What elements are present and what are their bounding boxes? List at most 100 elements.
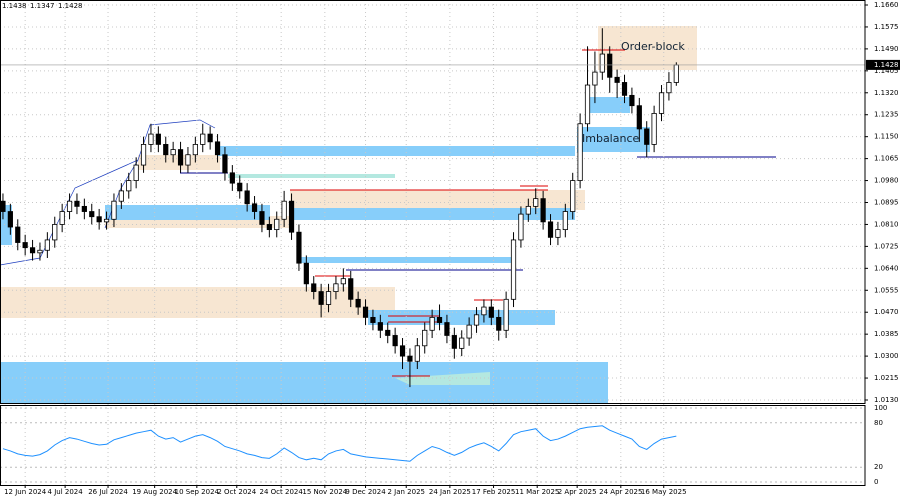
candle-body xyxy=(644,128,650,145)
candle-body xyxy=(296,231,302,264)
candle-body xyxy=(155,133,161,145)
candle-body xyxy=(207,133,213,143)
candle-body xyxy=(422,329,428,347)
candle-body xyxy=(288,200,295,233)
order-block-zone xyxy=(598,26,697,70)
candle-body xyxy=(140,144,147,166)
zone xyxy=(218,146,575,156)
x-tick-label: 24 Jan 2025 xyxy=(429,488,471,496)
candle-body xyxy=(15,226,21,243)
candle-body xyxy=(621,82,628,96)
x-tick-label: 2 Apr 2025 xyxy=(558,488,597,496)
zigzag-line xyxy=(104,159,139,229)
candle-body xyxy=(673,64,679,83)
price-label-box xyxy=(866,59,900,70)
candle-body xyxy=(540,198,546,223)
candle-body xyxy=(488,306,494,318)
candle-body xyxy=(163,144,169,156)
candle-body xyxy=(229,172,235,184)
candle-body xyxy=(259,211,265,225)
indicator-frame xyxy=(0,405,866,486)
y-tick-label: 1.0980 xyxy=(874,177,899,185)
candle-body xyxy=(496,316,502,331)
candle-body xyxy=(266,224,272,231)
zone xyxy=(0,362,608,403)
candle-body xyxy=(348,278,354,300)
candle-body xyxy=(170,149,176,156)
candle-body xyxy=(377,322,383,331)
candle-body xyxy=(303,262,309,285)
x-tick-label: 10 Sep 2024 xyxy=(175,488,220,496)
candle-body xyxy=(333,283,339,292)
x-tick-label: 2 Jan 2025 xyxy=(387,488,425,496)
y-tick-label: 1.1405 xyxy=(874,67,899,75)
y-tick-label: 1.1660 xyxy=(874,1,899,9)
candle-body xyxy=(614,76,620,83)
zone xyxy=(290,190,585,210)
candle-body xyxy=(592,71,598,86)
y-tick-label: 1.1575 xyxy=(874,23,899,31)
candle-body xyxy=(407,355,413,362)
candle-body xyxy=(466,324,472,339)
annotation: Order-block xyxy=(621,40,685,53)
y-tick-label: 1.0130 xyxy=(874,396,899,404)
candle-body xyxy=(570,180,576,212)
rsi-line xyxy=(2,425,677,462)
price-label: 1.1428 xyxy=(874,61,899,69)
zone xyxy=(395,372,490,385)
x-tick-label: 4 Jul 2024 xyxy=(48,488,84,496)
candle-body xyxy=(111,200,117,220)
candle-body xyxy=(22,242,28,249)
candle-body xyxy=(0,200,6,212)
y-tick-label: 1.1235 xyxy=(874,111,899,119)
candle-body xyxy=(636,105,642,130)
candle-body xyxy=(177,149,184,166)
candle-body xyxy=(451,335,457,349)
y-tick-label: 1.0215 xyxy=(874,374,899,382)
y-tick-label: 1.0810 xyxy=(874,220,899,228)
candle-body xyxy=(200,133,206,145)
candle-body xyxy=(214,141,221,156)
y-tick-label: 1.0640 xyxy=(874,264,899,272)
candle-body xyxy=(599,53,605,73)
candle-body xyxy=(340,278,346,285)
candle-body xyxy=(525,205,531,215)
candle-body xyxy=(658,92,665,114)
plot-frame xyxy=(0,0,866,404)
candle-body xyxy=(103,218,110,223)
x-tick-label: 15 Nov 2024 xyxy=(302,488,347,496)
candle-body xyxy=(629,94,635,107)
annotation: Imbalance xyxy=(582,132,639,145)
candle-body xyxy=(547,221,554,238)
y-tick-label: 1.1065 xyxy=(874,155,899,163)
y-tick-label: 0 xyxy=(874,478,878,486)
header-low: 1.1347 xyxy=(30,2,55,10)
candle-body xyxy=(133,164,139,181)
candle-body xyxy=(385,329,391,336)
candle-body xyxy=(118,190,124,202)
candle-body xyxy=(52,224,58,241)
candle-body xyxy=(7,211,13,228)
candle-body xyxy=(429,316,435,331)
candle-body xyxy=(666,82,672,94)
x-tick-label: 24 Oct 2024 xyxy=(260,488,304,496)
candle-body xyxy=(362,306,369,318)
candle-body xyxy=(510,239,517,300)
candle-body xyxy=(473,314,480,326)
candle-body xyxy=(444,322,450,336)
y-tick-label: 1.0300 xyxy=(874,352,899,360)
x-tick-label: 12 Jun 2024 xyxy=(4,488,47,496)
y-tick-label: 80 xyxy=(874,419,883,427)
zone xyxy=(105,205,270,220)
y-tick-label: 1.1150 xyxy=(874,133,899,141)
zone xyxy=(290,208,575,220)
y-tick-label: 20 xyxy=(874,463,883,471)
candle-body xyxy=(251,203,258,212)
candle-body xyxy=(59,211,65,225)
candle-body xyxy=(244,190,250,205)
y-tick-label: 1.1320 xyxy=(874,89,899,97)
candle-body xyxy=(481,306,487,316)
candle-body xyxy=(459,337,465,349)
zone xyxy=(298,257,512,263)
